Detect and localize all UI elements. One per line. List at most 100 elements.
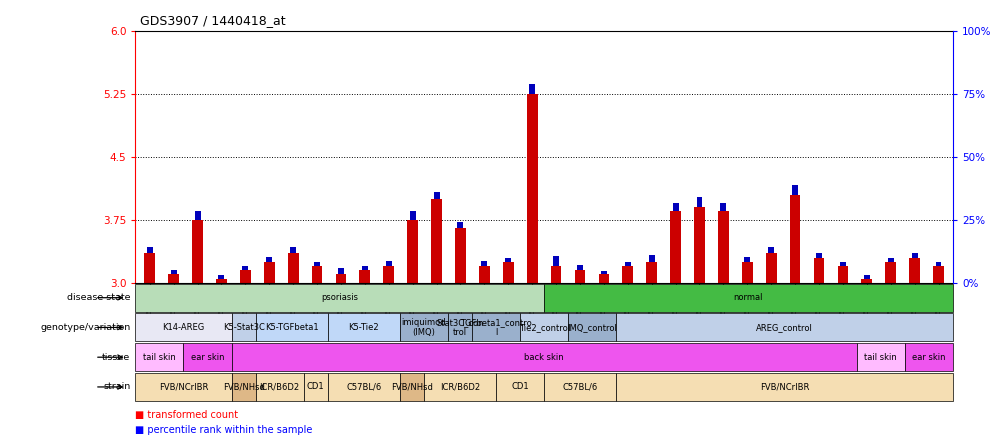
Bar xyxy=(383,266,394,283)
Bar xyxy=(256,373,304,401)
Bar xyxy=(409,211,415,220)
Bar xyxy=(615,313,952,341)
Bar xyxy=(183,343,231,371)
Bar xyxy=(431,199,442,283)
Bar xyxy=(338,268,344,274)
Bar xyxy=(328,313,400,341)
Bar xyxy=(856,343,904,371)
Bar xyxy=(455,228,465,283)
Text: tissue: tissue xyxy=(102,353,130,362)
Text: FVB/NCrIBR: FVB/NCrIBR xyxy=(158,382,208,392)
Bar xyxy=(932,266,943,283)
Bar xyxy=(911,253,917,258)
Bar xyxy=(526,94,537,283)
Text: ■ transformed count: ■ transformed count xyxy=(135,410,238,420)
Bar xyxy=(695,197,701,207)
Text: ICR/B6D2: ICR/B6D2 xyxy=(260,382,300,392)
Text: K5-Tie2: K5-Tie2 xyxy=(348,323,379,332)
Bar xyxy=(816,253,822,258)
Text: AREG_control: AREG_control xyxy=(756,323,813,332)
Bar xyxy=(885,262,895,283)
Text: IMQ_control: IMQ_control xyxy=(567,323,616,332)
Bar xyxy=(648,255,654,262)
Text: K5-TGFbeta1: K5-TGFbeta1 xyxy=(265,323,319,332)
Bar xyxy=(574,270,585,283)
Bar xyxy=(863,275,869,279)
Text: ICR/B6D2: ICR/B6D2 xyxy=(440,382,480,392)
Bar xyxy=(672,203,678,211)
Bar xyxy=(288,254,299,283)
Bar xyxy=(192,220,202,283)
Text: C57BL/6: C57BL/6 xyxy=(562,382,597,392)
Text: tail skin: tail skin xyxy=(143,353,175,362)
Bar xyxy=(314,262,320,266)
Text: back skin: back skin xyxy=(524,353,563,362)
Bar xyxy=(717,211,728,283)
Text: CD1: CD1 xyxy=(307,382,325,392)
Bar xyxy=(479,266,489,283)
Bar xyxy=(433,192,439,199)
Bar xyxy=(550,266,561,283)
Bar xyxy=(567,313,615,341)
Bar xyxy=(424,373,496,401)
Bar xyxy=(386,261,392,266)
Bar xyxy=(231,373,256,401)
Bar xyxy=(135,313,231,341)
Bar xyxy=(615,373,952,401)
Bar xyxy=(146,247,152,254)
Bar xyxy=(231,343,856,371)
Bar xyxy=(400,313,448,341)
Bar xyxy=(168,274,178,283)
Bar xyxy=(496,373,543,401)
Text: GDS3907 / 1440418_at: GDS3907 / 1440418_at xyxy=(140,14,286,27)
Text: FVB/NCrIBR: FVB/NCrIBR xyxy=(760,382,809,392)
Bar xyxy=(552,256,558,266)
Bar xyxy=(135,373,231,401)
Bar xyxy=(502,262,513,283)
Bar xyxy=(600,271,606,274)
Bar xyxy=(256,313,328,341)
Bar xyxy=(135,284,543,312)
Bar xyxy=(813,258,824,283)
Bar xyxy=(194,211,200,220)
Bar xyxy=(448,313,472,341)
Bar xyxy=(935,262,941,266)
Bar xyxy=(336,274,346,283)
Bar xyxy=(144,254,155,283)
Text: imiquimod
(IMQ): imiquimod (IMQ) xyxy=(401,318,446,337)
Bar xyxy=(520,313,567,341)
Bar xyxy=(904,343,952,371)
Bar xyxy=(645,262,656,283)
Bar xyxy=(887,258,893,262)
Bar xyxy=(669,211,680,283)
Text: genotype/variation: genotype/variation xyxy=(40,323,130,332)
Text: TGFbeta1_contro
l: TGFbeta1_contro l xyxy=(460,318,531,337)
Bar xyxy=(362,266,368,270)
Bar xyxy=(543,373,615,401)
Bar xyxy=(304,373,328,401)
Bar xyxy=(622,266,632,283)
Text: strain: strain xyxy=(103,382,130,392)
Bar xyxy=(328,373,400,401)
Bar xyxy=(693,207,704,283)
Text: Tie2_control: Tie2_control xyxy=(518,323,569,332)
Text: ■ percentile rank within the sample: ■ percentile rank within the sample xyxy=(135,425,313,435)
Text: normal: normal xyxy=(733,293,763,302)
Bar xyxy=(170,270,176,274)
Bar xyxy=(624,262,630,266)
Bar xyxy=(741,262,752,283)
Text: disease state: disease state xyxy=(67,293,130,302)
Bar xyxy=(719,203,725,211)
Bar xyxy=(792,185,798,195)
Bar xyxy=(290,247,296,254)
Bar xyxy=(505,258,511,262)
Bar xyxy=(598,274,608,283)
Bar xyxy=(242,266,248,270)
Text: K14-AREG: K14-AREG xyxy=(162,323,204,332)
Text: FVB/NHsd: FVB/NHsd xyxy=(391,382,433,392)
Bar xyxy=(576,265,582,270)
Bar xyxy=(768,247,774,254)
Text: ear skin: ear skin xyxy=(911,353,945,362)
Bar xyxy=(135,343,183,371)
Bar xyxy=(789,195,800,283)
